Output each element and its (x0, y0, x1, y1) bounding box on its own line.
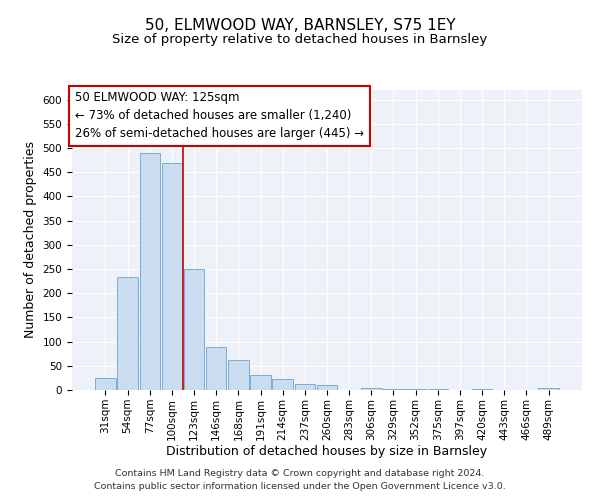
Text: Contains HM Land Registry data © Crown copyright and database right 2024.: Contains HM Land Registry data © Crown c… (115, 468, 485, 477)
Text: 50 ELMWOOD WAY: 125sqm
← 73% of detached houses are smaller (1,240)
26% of semi-: 50 ELMWOOD WAY: 125sqm ← 73% of detached… (74, 92, 364, 140)
X-axis label: Distribution of detached houses by size in Barnsley: Distribution of detached houses by size … (166, 446, 488, 458)
Bar (184, 269, 204, 390)
Bar (161, 162, 182, 390)
Bar (538, 388, 559, 390)
Bar (250, 376, 271, 390)
Bar (428, 389, 448, 390)
Bar (206, 348, 226, 390)
Y-axis label: Number of detached properties: Number of detached properties (24, 142, 37, 338)
Text: 50, ELMWOOD WAY, BARNSLEY, S75 1EY: 50, ELMWOOD WAY, BARNSLEY, S75 1EY (145, 18, 455, 32)
Bar (295, 384, 315, 390)
Bar (406, 389, 426, 390)
Bar (95, 378, 116, 390)
Bar (472, 389, 493, 390)
Bar (272, 380, 293, 390)
Bar (317, 385, 337, 390)
Bar (383, 389, 404, 390)
Bar (361, 388, 382, 390)
Bar (228, 360, 248, 390)
Bar (140, 153, 160, 390)
Bar (118, 278, 138, 390)
Text: Size of property relative to detached houses in Barnsley: Size of property relative to detached ho… (112, 32, 488, 46)
Text: Contains public sector information licensed under the Open Government Licence v3: Contains public sector information licen… (94, 482, 506, 491)
